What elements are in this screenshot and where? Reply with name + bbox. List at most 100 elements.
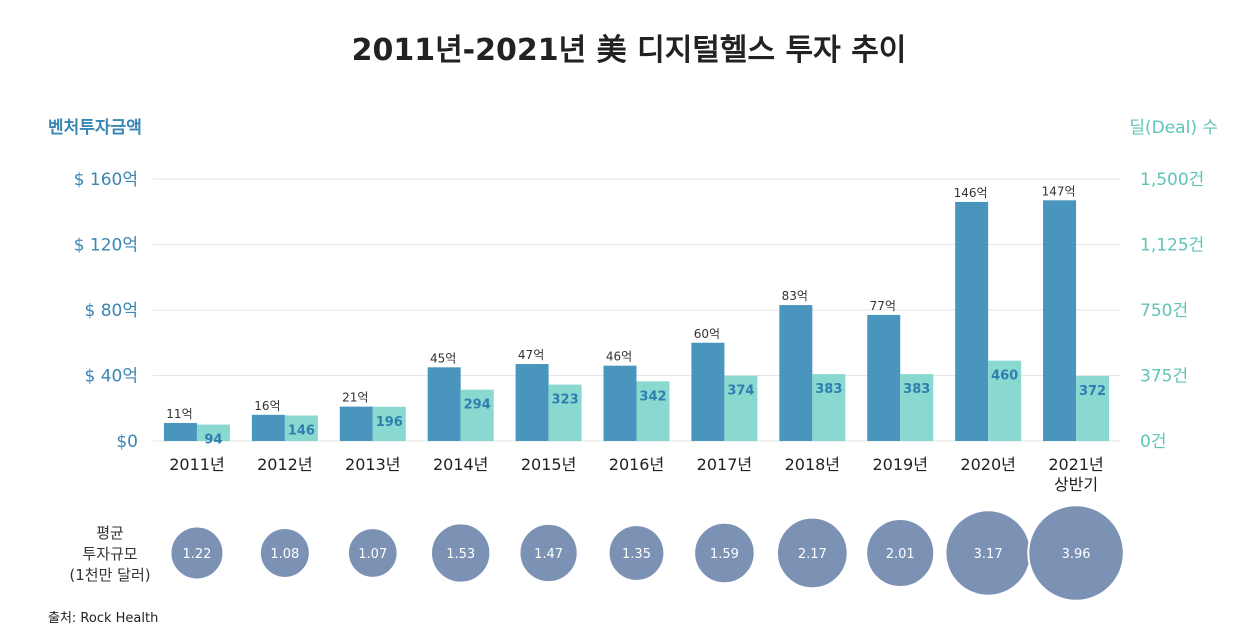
average-investment-bubbles: 1.22 1.08 1.07 1.53 1.47 1.35 1.59 2.17 2.01 3.17… [169, 504, 1125, 602]
average-investment-bubble [258, 527, 311, 579]
left-tick-label: $ 160억 [74, 170, 138, 190]
deal-value-label: 374 [727, 384, 754, 399]
left-tick-label: $ 80억 [85, 301, 139, 321]
x-tick-label: 2012년 [257, 455, 312, 474]
deal-bar [1076, 376, 1110, 441]
bubble-row-label-line: 투자규모 [82, 545, 137, 563]
deal-value-label: 196 [376, 415, 403, 430]
x-tick-label: 2014년 [433, 455, 488, 474]
average-investment-bubble [429, 522, 492, 584]
right-tick-label: 750건 [1140, 301, 1188, 321]
investment-value-label: 21억 [342, 391, 368, 405]
investment-value-label: 83억 [782, 289, 808, 303]
investment-bar [427, 367, 461, 441]
investment-value-label: 11억 [166, 407, 192, 421]
right-axis-ticks: 0건 375건 750건 1,125건 1,500건 [1140, 170, 1204, 452]
right-tick-label: 0건 [1140, 432, 1166, 452]
bubble-value-label: 3.17 [974, 547, 1003, 562]
x-tick-label: 상반기 [1054, 475, 1098, 494]
x-tick-label: 2020년 [960, 455, 1015, 474]
bubble-value-label: 1.59 [710, 547, 739, 562]
investment-bar [867, 314, 901, 441]
investment-value-label: 77억 [870, 299, 896, 313]
deal-value-label: 146 [288, 423, 315, 438]
left-tick-label: $0 [116, 432, 138, 452]
bubble-row-label-line: 평균 [96, 524, 124, 542]
x-tick-label: 2018년 [785, 455, 840, 474]
right-tick-label: 1,125건 [1140, 236, 1204, 256]
average-investment-bubble [1027, 504, 1125, 602]
x-axis-labels: 2011년 2012년 2013년 2014년 2015년 2016년 2017년 2018년… [169, 455, 1104, 494]
source-note: 출처: Rock Health [48, 611, 158, 626]
deal-value-label: 383 [815, 382, 842, 397]
bubble-row-label-line: (1천만 달러) [69, 566, 150, 584]
deal-bar [900, 374, 934, 441]
bubble-value-label: 3.96 [1062, 547, 1091, 562]
average-investment-bubble [693, 521, 756, 585]
investment-value-label: 16억 [254, 399, 280, 413]
x-tick-label: 2021년 [1048, 455, 1103, 474]
bubble-value-label: 1.22 [182, 547, 211, 562]
deal-bar [636, 381, 670, 441]
investment-bar [955, 201, 989, 441]
chart-title: 2011년-2021년 美 디지털헬스 투자 추이 [352, 33, 907, 68]
deal-value-label: 94 [204, 433, 222, 448]
investment-bar [251, 414, 285, 441]
deal-value-label: 460 [991, 369, 1018, 384]
bubble-value-label: 1.07 [358, 547, 387, 562]
average-investment-bubble [865, 517, 936, 589]
deal-bar [988, 360, 1022, 441]
bubble-value-label: 2.01 [886, 547, 915, 562]
investment-value-label: 46억 [606, 350, 632, 364]
deal-value-label: 294 [464, 398, 491, 413]
bars: 11억 94 16억 146 21억 196 45억 294 47억 323 46억 342 60억 37… [163, 184, 1110, 448]
investment-value-label: 45억 [430, 351, 456, 365]
investment-bar [691, 342, 725, 441]
investment-value-label: 47억 [518, 348, 544, 362]
investment-bar [779, 305, 813, 441]
deal-bar [548, 384, 582, 441]
x-tick-label: 2013년 [345, 455, 400, 474]
deal-bar [372, 406, 406, 441]
bubble-value-label: 2.17 [798, 547, 827, 562]
deal-value-label: 323 [552, 393, 579, 408]
deal-bar [196, 424, 230, 441]
average-investment-bubble [169, 525, 225, 581]
average-investment-bubble [607, 524, 666, 582]
right-tick-label: 1,500건 [1140, 170, 1204, 190]
investment-value-label: 146억 [954, 186, 988, 200]
deal-value-label: 372 [1079, 384, 1106, 399]
investment-bar [339, 406, 373, 441]
bubble-value-label: 1.53 [446, 547, 475, 562]
left-axis-ticks: $0 $ 40억 $ 80억 $ 120억 $ 160억 [74, 170, 138, 452]
deal-bar [284, 415, 318, 441]
deal-value-label: 342 [639, 389, 666, 404]
right-axis-title: 딜(Deal) 수 [1129, 118, 1218, 138]
bubble-value-label: 1.47 [534, 547, 563, 562]
left-axis-title: 벤처투자금액 [48, 118, 142, 138]
average-investment-bubble [518, 522, 579, 584]
investment-bar [603, 365, 637, 441]
investment-value-label: 60억 [694, 327, 720, 341]
deal-bar [724, 375, 758, 441]
x-tick-label: 2019년 [873, 455, 928, 474]
deal-value-label: 383 [903, 382, 930, 397]
investment-bar [1043, 200, 1077, 441]
bubble-value-label: 1.35 [622, 547, 651, 562]
x-tick-label: 2017년 [697, 455, 752, 474]
average-investment-bubble [346, 527, 399, 579]
x-tick-label: 2011년 [169, 455, 224, 474]
x-tick-label: 2016년 [609, 455, 664, 474]
investment-bar [515, 364, 549, 441]
average-investment-bubble [775, 516, 849, 590]
deal-bar [460, 389, 494, 441]
left-tick-label: $ 40억 [85, 367, 139, 387]
deal-bar [812, 374, 846, 441]
left-tick-label: $ 120억 [74, 236, 138, 256]
bubble-value-label: 1.08 [270, 547, 299, 562]
right-tick-label: 375건 [1140, 367, 1188, 387]
x-tick-label: 2015년 [521, 455, 576, 474]
investment-bar [163, 422, 197, 441]
